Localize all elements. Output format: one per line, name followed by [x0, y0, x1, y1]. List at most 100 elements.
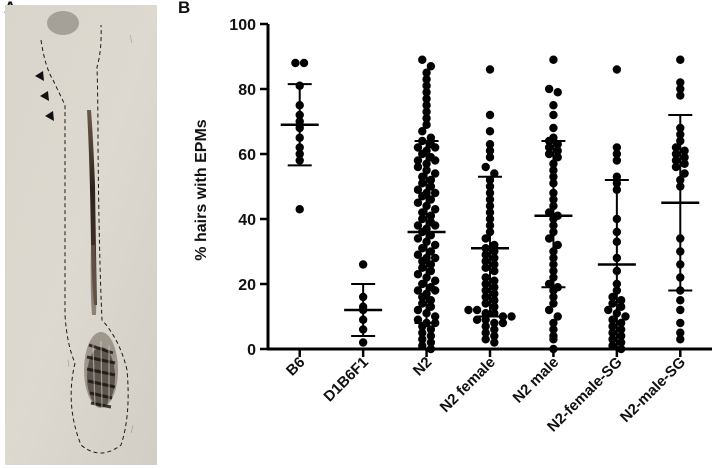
data-point: [413, 156, 423, 165]
data-point: [616, 302, 626, 311]
background-speckles: [67, 34, 134, 434]
data-point: [418, 257, 427, 266]
data-point: [422, 81, 431, 90]
data-point: [680, 169, 689, 178]
data-point: [418, 299, 427, 308]
data-point: [612, 143, 622, 152]
micrograph-background: [5, 5, 157, 465]
data-point: [430, 312, 440, 321]
data-point: [616, 318, 626, 328]
data-point: [295, 205, 304, 214]
data-point: [430, 221, 440, 230]
data-point: [413, 221, 423, 230]
data-point: [481, 322, 490, 331]
data-point: [490, 169, 499, 178]
data-point: [418, 149, 427, 159]
data-point: [490, 318, 499, 328]
data-point: [676, 305, 685, 315]
data-point: [418, 127, 427, 136]
data-point: [426, 133, 436, 142]
x-category-label: N2 male: [510, 354, 563, 407]
data-point: [426, 62, 436, 71]
data-point: [544, 143, 554, 152]
data-point: [481, 162, 490, 172]
data-point: [498, 312, 508, 321]
data-point: [481, 309, 490, 318]
data-point: [413, 250, 423, 259]
data-point: [490, 331, 499, 341]
data-point: [426, 182, 436, 191]
panel-b-label: B: [178, 0, 191, 17]
data-point: [485, 140, 495, 149]
data-point: [490, 260, 499, 269]
data-point: [612, 156, 622, 165]
data-point: [490, 325, 499, 334]
data-point: [418, 214, 427, 224]
data-point: [680, 159, 689, 168]
x-category-label: N2-male-SG: [617, 354, 689, 426]
data-point: [481, 250, 490, 259]
y-axis-title: % hairs with EPMs: [193, 119, 210, 260]
data-point: [426, 338, 436, 347]
data-point: [490, 289, 499, 298]
data-point: [549, 335, 558, 344]
data-point: [616, 338, 626, 347]
data-point: [418, 179, 427, 188]
data-point: [553, 240, 562, 250]
data-point: [608, 322, 617, 331]
data-point: [604, 305, 613, 315]
data-point: [426, 266, 436, 276]
data-point: [616, 325, 626, 334]
hair-bulb: [84, 332, 118, 410]
data-point: [422, 88, 431, 97]
data-point: [544, 305, 554, 315]
data-point: [671, 162, 681, 172]
data-point: [549, 55, 558, 64]
data-point: [430, 286, 440, 295]
data-point: [418, 341, 427, 350]
data-point: [481, 328, 490, 337]
arrowhead-icon: [45, 111, 54, 121]
data-point: [422, 75, 431, 84]
hair-shaft-lower: [90, 245, 97, 315]
data-point: [490, 276, 499, 285]
data-point: [430, 276, 440, 285]
data-point: [485, 110, 495, 120]
data-point: [676, 55, 685, 64]
data-point: [553, 88, 562, 97]
data-point: [358, 260, 368, 269]
data-point: [608, 341, 617, 350]
data-point: [481, 263, 490, 272]
data-point: [426, 211, 436, 220]
y-tick-label: 60: [238, 147, 256, 164]
data-point: [426, 302, 436, 311]
data-point: [426, 260, 436, 269]
debris-blob: [47, 11, 79, 35]
data-point: [426, 296, 436, 305]
data-point: [430, 240, 440, 250]
data-point: [291, 58, 300, 68]
arrowhead-icon: [35, 71, 44, 81]
data-point: [544, 84, 554, 94]
data-point: [549, 123, 558, 133]
data-point: [549, 110, 558, 120]
data-point: [472, 305, 482, 315]
data-point: [418, 192, 427, 201]
data-point: [544, 234, 554, 243]
data-point: [430, 188, 440, 198]
data-point: [413, 305, 423, 315]
data-point: [418, 172, 427, 181]
data-point: [422, 114, 431, 123]
data-point: [490, 302, 499, 311]
data-point: [413, 185, 423, 194]
data-point: [481, 279, 490, 289]
data-point: [485, 153, 495, 162]
data-point: [621, 312, 630, 321]
data-point: [430, 156, 440, 165]
data-point: [413, 143, 423, 152]
data-point: [608, 292, 617, 302]
data-point: [418, 292, 427, 302]
data-point: [481, 315, 490, 324]
data-point: [676, 335, 685, 344]
